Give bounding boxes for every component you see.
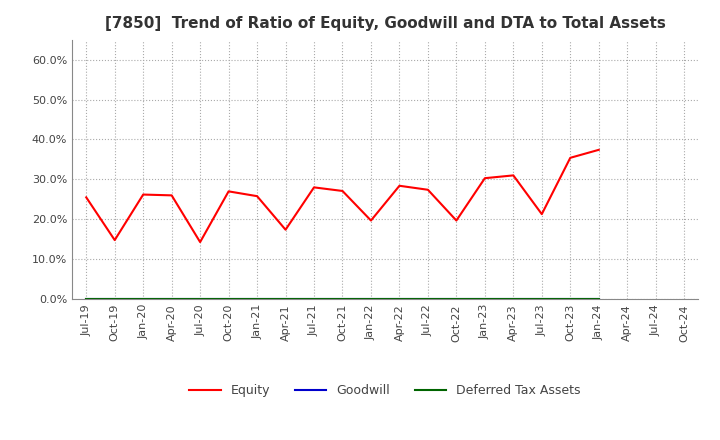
- Deferred Tax Assets: [167, 297, 176, 302]
- Goodwill: [395, 297, 404, 302]
- Equity: [452, 218, 461, 223]
- Deferred Tax Assets: [253, 297, 261, 302]
- Goodwill: [338, 297, 347, 302]
- Equity: [395, 183, 404, 188]
- Legend: Equity, Goodwill, Deferred Tax Assets: Equity, Goodwill, Deferred Tax Assets: [184, 379, 586, 402]
- Deferred Tax Assets: [225, 297, 233, 302]
- Goodwill: [282, 297, 290, 302]
- Line: Equity: Equity: [86, 150, 599, 242]
- Equity: [595, 147, 603, 153]
- Equity: [480, 176, 489, 181]
- Deferred Tax Assets: [338, 297, 347, 302]
- Equity: [310, 185, 318, 190]
- Deferred Tax Assets: [366, 297, 375, 302]
- Equity: [196, 239, 204, 245]
- Goodwill: [196, 297, 204, 302]
- Deferred Tax Assets: [110, 297, 119, 302]
- Goodwill: [167, 297, 176, 302]
- Equity: [566, 155, 575, 161]
- Equity: [509, 173, 518, 178]
- Deferred Tax Assets: [452, 297, 461, 302]
- Deferred Tax Assets: [139, 297, 148, 302]
- Deferred Tax Assets: [509, 297, 518, 302]
- Equity: [338, 188, 347, 194]
- Goodwill: [566, 297, 575, 302]
- Equity: [423, 187, 432, 192]
- Equity: [366, 218, 375, 223]
- Goodwill: [225, 297, 233, 302]
- Equity: [82, 195, 91, 200]
- Deferred Tax Assets: [480, 297, 489, 302]
- Equity: [282, 227, 290, 232]
- Goodwill: [253, 297, 261, 302]
- Equity: [139, 192, 148, 197]
- Deferred Tax Assets: [566, 297, 575, 302]
- Equity: [110, 238, 119, 243]
- Goodwill: [537, 297, 546, 302]
- Deferred Tax Assets: [537, 297, 546, 302]
- Deferred Tax Assets: [395, 297, 404, 302]
- Goodwill: [423, 297, 432, 302]
- Goodwill: [82, 297, 91, 302]
- Goodwill: [595, 297, 603, 302]
- Goodwill: [110, 297, 119, 302]
- Equity: [167, 193, 176, 198]
- Title: [7850]  Trend of Ratio of Equity, Goodwill and DTA to Total Assets: [7850] Trend of Ratio of Equity, Goodwil…: [105, 16, 665, 32]
- Goodwill: [452, 297, 461, 302]
- Deferred Tax Assets: [282, 297, 290, 302]
- Equity: [253, 194, 261, 199]
- Goodwill: [310, 297, 318, 302]
- Goodwill: [139, 297, 148, 302]
- Equity: [225, 189, 233, 194]
- Deferred Tax Assets: [595, 297, 603, 302]
- Deferred Tax Assets: [82, 297, 91, 302]
- Goodwill: [480, 297, 489, 302]
- Goodwill: [509, 297, 518, 302]
- Deferred Tax Assets: [423, 297, 432, 302]
- Deferred Tax Assets: [310, 297, 318, 302]
- Deferred Tax Assets: [196, 297, 204, 302]
- Goodwill: [366, 297, 375, 302]
- Equity: [537, 212, 546, 217]
